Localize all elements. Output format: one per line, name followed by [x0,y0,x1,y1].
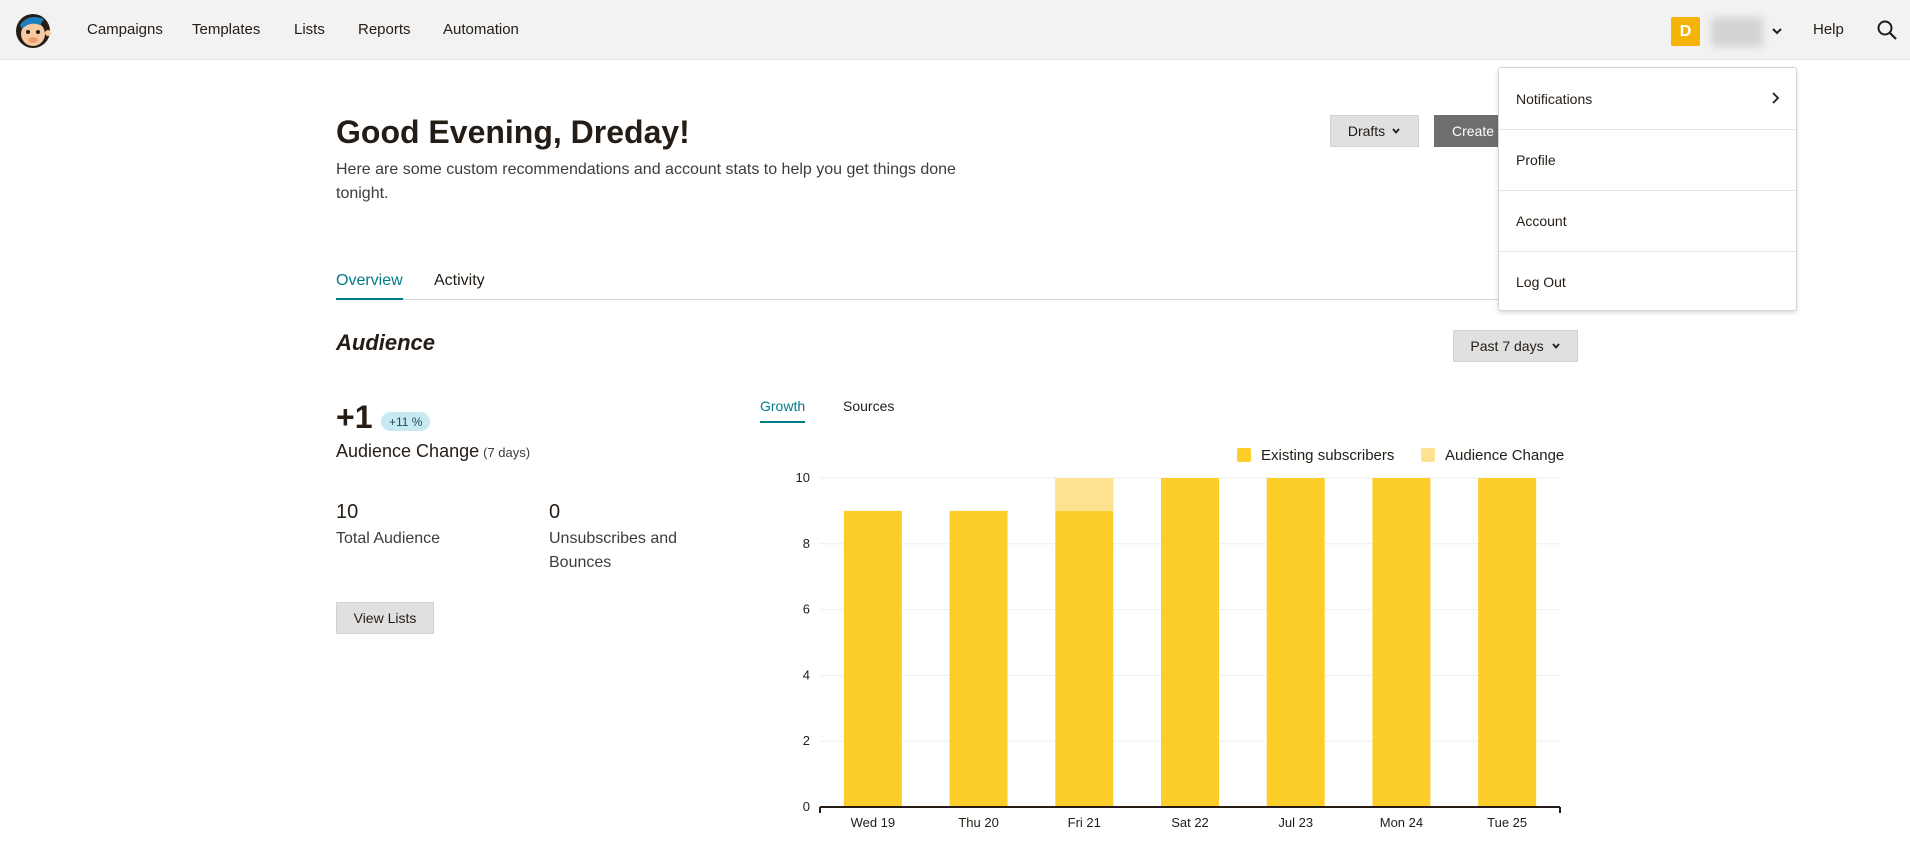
chart-tab-growth[interactable]: Growth [760,398,806,423]
create-button-label: Create [1452,123,1495,139]
y-tick-label: 10 [796,470,810,485]
y-tick-label: 6 [803,602,810,617]
user-dropdown-menu: Notifications Profile Account Log Out [1498,67,1797,311]
page-title: Good Evening, Dreday! [336,114,690,150]
chevron-down-icon [1392,128,1400,134]
nav-help[interactable]: Help [1813,21,1844,38]
date-range-select[interactable]: Past 7 days [1453,330,1578,362]
menu-item-label: Notifications [1516,90,1593,107]
nav-reports[interactable]: Reports [358,21,411,38]
bar-existing [1372,478,1431,807]
audience-change-label-text: Audience Change [336,441,480,461]
x-tick-label: Wed 19 [851,815,896,830]
y-tick-label: 8 [803,536,810,551]
menu-item-label: Account [1516,213,1567,229]
x-tick-label: Tue 25 [1487,815,1527,830]
view-lists-button[interactable]: View Lists [336,602,434,634]
nav-templates[interactable]: Templates [192,21,261,38]
bar-existing [1161,478,1219,807]
bar-existing [843,510,902,807]
x-tick-label: Sat 22 [1171,815,1209,830]
menu-item-account[interactable]: Account [1499,190,1796,251]
nav-campaigns[interactable]: Campaigns [87,21,163,38]
bar-existing [1266,478,1325,807]
chevron-right-icon [1772,92,1780,104]
bar-existing [1055,510,1114,807]
x-tick-label: Mon 24 [1380,815,1423,830]
drafts-button[interactable]: Drafts [1330,115,1419,147]
bar-existing [1478,478,1537,807]
y-tick-label: 0 [803,799,810,814]
total-audience-label: Total Audience [336,530,441,547]
dashboard-tabs: Overview Activity [336,272,1578,300]
legend-swatch [1237,448,1251,462]
chevron-down-icon [1551,343,1560,349]
x-tick-label: Jul 23 [1278,815,1313,830]
audience-change-value: +1 [336,399,373,435]
menu-item-notifications[interactable]: Notifications [1499,68,1796,129]
section-title-audience: Audience [336,330,436,355]
avatar[interactable]: D [1671,17,1700,46]
tab-activity[interactable]: Activity [434,272,485,289]
unsubscribes-value: 0 [549,501,561,523]
top-nav: Campaigns Templates Lists Reports Automa… [0,0,1910,60]
bar-existing [949,510,1008,807]
menu-item-logout[interactable]: Log Out [1499,251,1796,312]
bar-change [1055,478,1114,511]
legend-label: Existing subscribers [1261,447,1394,464]
menu-item-label: Profile [1516,152,1556,168]
username-blurred[interactable] [1711,17,1763,47]
search-icon[interactable] [1876,19,1898,41]
date-range-label: Past 7 days [1470,338,1544,354]
create-button[interactable]: Create [1434,115,1508,147]
audience-change-period: (7 days) [483,445,531,460]
page-subtitle: Here are some custom recommendations and… [336,161,956,202]
chevron-down-icon[interactable] [1770,24,1784,38]
total-audience-value: 10 [336,501,359,523]
audience-growth-chart: 0 2 4 6 8 10 Wed 19 Thu 20 Fri 21 Sat 22 Jul 23 Mon… [796,447,1565,830]
x-tick-label: Thu 20 [958,815,998,830]
mailchimp-logo-icon[interactable] [14,11,52,49]
nav-automation[interactable]: Automation [443,21,519,38]
legend-swatch [1421,448,1435,462]
chart-tab-sources[interactable]: Sources [843,398,895,414]
audience-change-percent-badge: +11 % [381,412,431,431]
menu-item-label: Log Out [1516,274,1566,290]
menu-item-profile[interactable]: Profile [1499,129,1796,190]
nav-lists[interactable]: Lists [294,21,325,38]
legend-label: Audience Change [1445,447,1564,464]
drafts-button-label: Drafts [1347,123,1386,139]
y-tick-label: 4 [803,667,810,682]
audience-change-label: Audience Change (7 days) [336,441,530,462]
x-tick-label: Fri 21 [1068,815,1101,830]
y-tick-label: 2 [803,733,810,748]
tab-overview[interactable]: Overview [336,272,403,300]
unsubscribes-label: Unsubscribes and Bounces [549,530,678,571]
